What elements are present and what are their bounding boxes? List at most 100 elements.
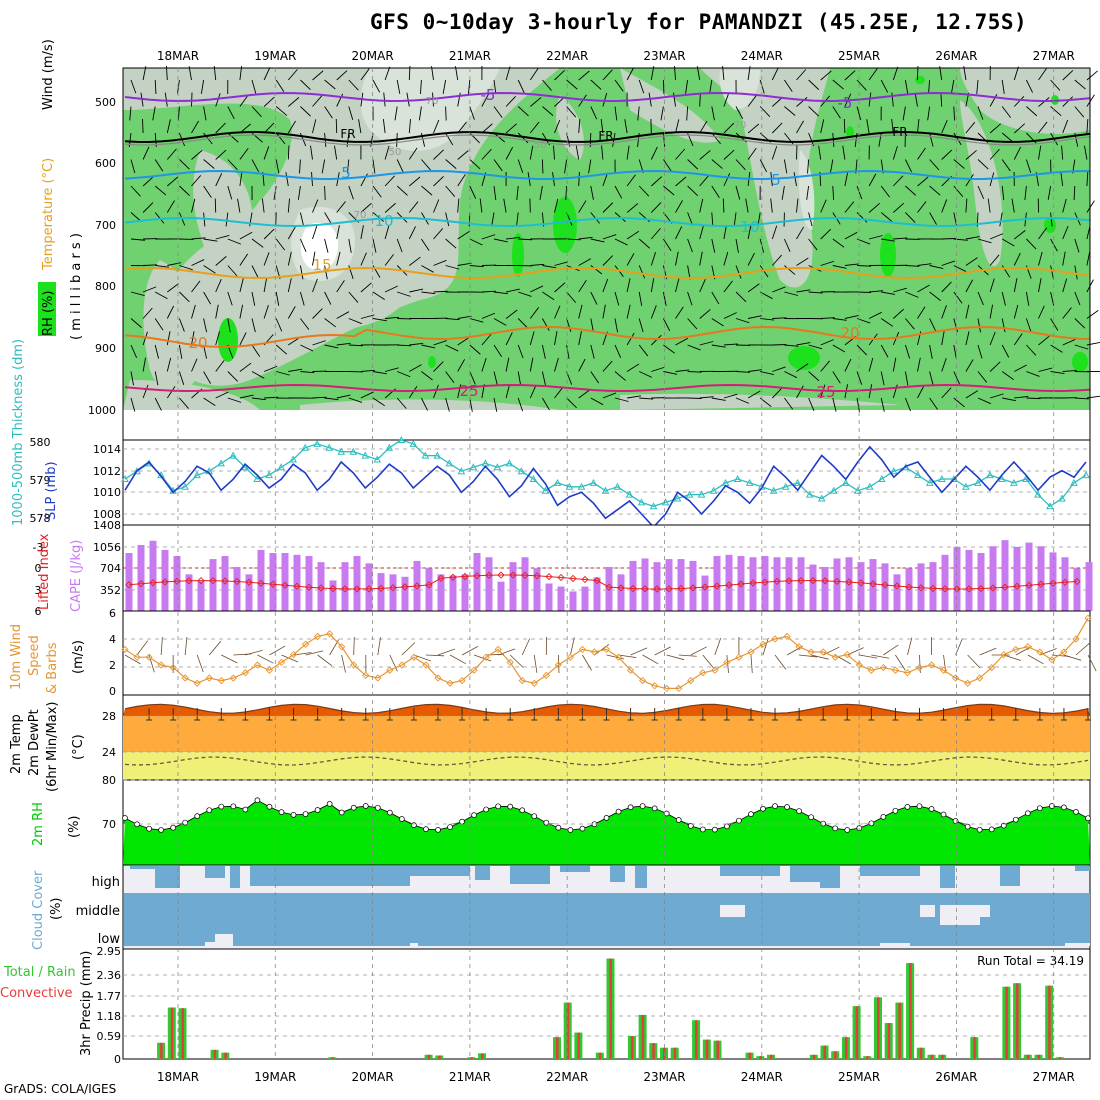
thickness-marker: [841, 478, 850, 486]
rh-contour-label: 70: [734, 120, 747, 131]
wind-barb: [203, 371, 211, 384]
bottom-date-label: 19MAR: [254, 1070, 296, 1084]
wind-barb: [384, 285, 398, 293]
thickness-marker: [745, 478, 754, 486]
wind-barb: [844, 314, 859, 319]
surface-wind-barb: [690, 646, 707, 656]
contour-label: FR: [892, 125, 907, 139]
wind-barb: [516, 185, 519, 200]
wind-barb: [503, 198, 507, 213]
wind-barb: [602, 304, 606, 319]
cloud-high-block: [155, 866, 180, 888]
y-tick-label: 2.95: [97, 945, 122, 958]
wind-barb: [989, 361, 1001, 372]
wind-barb: [856, 212, 868, 223]
wind-grid: [123, 638, 1090, 668]
precip-bar-convective: [973, 1037, 976, 1059]
wind-barb: [481, 148, 492, 160]
precip-bar-convective: [170, 1007, 174, 1059]
wind-barb: [445, 397, 450, 412]
rh-marker: [254, 797, 261, 804]
wind-barb: [602, 234, 617, 240]
wind-barb: [638, 344, 649, 357]
wind-barb: [771, 67, 779, 81]
wind-barb: [505, 146, 514, 160]
wind-marker: [554, 661, 562, 669]
wind-barb: [324, 212, 333, 225]
li-marker: [701, 583, 709, 591]
wind-barb: [977, 371, 988, 383]
precip-label-rain: Rain: [47, 965, 76, 980]
wind-barb: [965, 173, 974, 187]
wind-barb: [239, 362, 252, 372]
wind-barb: [1002, 397, 1017, 402]
thickness-marker: [986, 471, 994, 479]
wind-barb: [554, 282, 566, 293]
wind-speed-markers: [121, 614, 1092, 693]
wind-barb: [929, 371, 934, 386]
wind-barb: [154, 291, 168, 300]
cape-bar: [185, 574, 193, 611]
precip-bars: [157, 958, 1064, 1059]
wind-barb: [820, 260, 835, 266]
rh-marker: [230, 803, 237, 810]
rh-marker: [435, 826, 441, 833]
li-marker: [485, 571, 493, 579]
cape-bar: [569, 591, 577, 611]
wind-barb: [711, 238, 716, 253]
contour-label: 10: [374, 212, 393, 230]
cloud-low-gap: [205, 942, 220, 946]
wind-barb: [829, 159, 834, 174]
wind-barb: [1013, 66, 1019, 81]
cape-bar: [461, 574, 469, 611]
wind-barb: [614, 238, 628, 246]
y-tick-label: 6: [35, 605, 42, 618]
wind-barb: [336, 70, 348, 81]
wind-barb: [590, 397, 604, 406]
rh-marker: [736, 817, 742, 824]
wind-barb: [965, 257, 978, 266]
wind-barb: [748, 369, 763, 372]
temp-grid: [123, 715, 1090, 753]
wind-barb: [312, 340, 326, 346]
wind-barb: [263, 146, 270, 160]
precip-yticks: 2.95 2.36 1.77 1.18 0.59 0: [97, 945, 122, 1066]
cloud-high-block: [510, 866, 550, 884]
wind-barb: [977, 397, 991, 405]
li-marker: [905, 583, 913, 591]
rh-marker: [832, 825, 839, 832]
wind-barb: [481, 358, 487, 372]
surface-wind-barb: [907, 637, 913, 656]
wind-barb: [760, 371, 774, 376]
cloud-ylabel: Cloud Cover: [31, 870, 46, 950]
wind-marker: [711, 666, 719, 674]
surface-wind-barb: [1087, 654, 1097, 672]
thickness-marker: [661, 498, 670, 506]
wind-barb: [445, 159, 457, 169]
wind-barb: [397, 291, 411, 297]
wind-barb: [893, 237, 908, 240]
li-marker: [1013, 582, 1021, 590]
wind-barb: [1073, 185, 1076, 201]
li-marker: [617, 584, 625, 592]
wind-barb: [372, 318, 387, 322]
wind-barb: [396, 238, 403, 253]
wind-barb: [650, 176, 662, 187]
thickness-marker: [229, 451, 237, 459]
wind-marker: [205, 674, 213, 682]
surface-wind-barb: [799, 654, 818, 658]
wind-barb: [1001, 344, 1010, 358]
temp-yticks: 28 24: [102, 710, 116, 759]
wind-barb: [191, 120, 199, 134]
wind-barb: [638, 265, 646, 279]
rh-marker: [242, 806, 249, 813]
wind-barb: [285, 172, 289, 187]
wind-barb: [491, 212, 495, 227]
bottom-date-label: 25MAR: [838, 1070, 880, 1084]
precip-bar-convective: [909, 963, 912, 1059]
wind-marker: [410, 653, 418, 661]
wind-barb: [614, 185, 623, 199]
wind-barb: [239, 94, 249, 107]
wind-marker: [362, 671, 370, 680]
surface-wind-barb: [196, 654, 204, 673]
